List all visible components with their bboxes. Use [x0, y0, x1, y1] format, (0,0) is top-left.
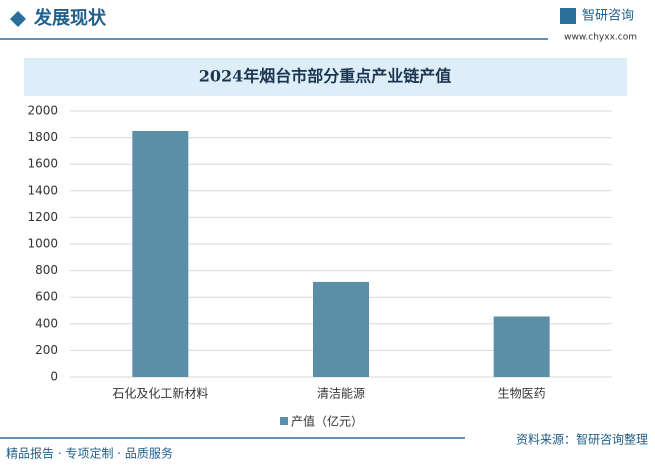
- y-tick-label: 800: [35, 263, 58, 277]
- title-band: [24, 58, 627, 96]
- chart-title: 2024年烟台市部分重点产业链产值: [199, 67, 452, 86]
- y-tick-label: 2000: [27, 104, 58, 118]
- y-tick-label: 1200: [27, 210, 58, 224]
- y-tick-label: 1000: [27, 237, 58, 251]
- footer-source: 资料来源：智研咨询整理: [516, 432, 648, 447]
- bar: [493, 316, 550, 377]
- x-tick-label: 清洁能源: [317, 387, 365, 401]
- bar: [132, 130, 189, 377]
- header-title: 发展现状: [33, 7, 107, 29]
- y-tick-label: 1800: [27, 130, 58, 144]
- footer-slogan: 精品报告 · 专项定制 · 品质服务: [6, 446, 173, 461]
- legend-label: 产值（亿元）: [291, 414, 363, 429]
- y-tick-label: 600: [35, 290, 58, 304]
- website: www.chyxx.com: [564, 33, 637, 43]
- y-tick-label: 400: [35, 316, 58, 330]
- logo-icon: [560, 8, 576, 24]
- y-tick-label: 200: [35, 343, 58, 357]
- x-tick-label: 生物医药: [498, 387, 546, 401]
- y-tick-label: 1400: [27, 183, 58, 197]
- header-diamond: [10, 11, 26, 27]
- logo-text: 智研咨询: [582, 9, 634, 24]
- y-tick-label: 1600: [27, 157, 58, 171]
- bar: [313, 281, 369, 377]
- legend-swatch: [280, 417, 288, 425]
- x-tick-label: 石化及化工新材料: [112, 386, 208, 401]
- y-tick-label: 0: [50, 370, 58, 384]
